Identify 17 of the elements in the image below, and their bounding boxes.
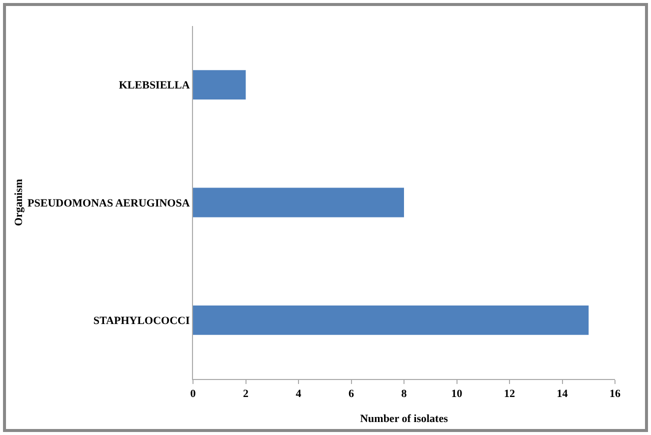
x-tick-label: 0 bbox=[190, 388, 196, 400]
y-axis-title: Organism bbox=[13, 178, 26, 226]
x-tick-label: 16 bbox=[610, 388, 621, 400]
x-tick-label: 2 bbox=[243, 388, 249, 400]
bar bbox=[193, 70, 246, 100]
bar bbox=[193, 188, 404, 218]
y-tick-label: PSEUDOMONAS AERUGINOSA bbox=[28, 197, 190, 210]
x-tick-label: 8 bbox=[401, 388, 408, 400]
y-tick-label: KLEBSIELLA bbox=[118, 80, 190, 92]
y-tick-label: STAPHYLOCOCCI bbox=[93, 315, 190, 328]
x-tick-label: 14 bbox=[556, 388, 568, 400]
x-tick-label: 10 bbox=[451, 388, 463, 400]
x-tick-label: 6 bbox=[348, 388, 354, 400]
x-axis-title: Number of isolates bbox=[360, 413, 449, 425]
bar bbox=[193, 305, 589, 335]
x-tick-label: 4 bbox=[296, 388, 302, 400]
x-tick-label: 12 bbox=[504, 388, 516, 400]
